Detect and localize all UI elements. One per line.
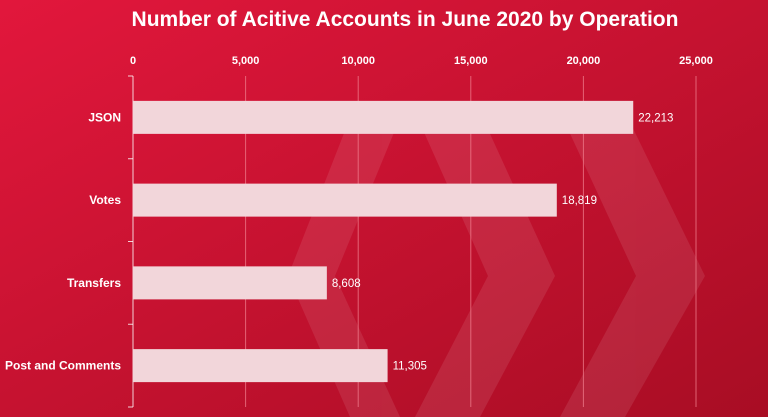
data-label: 11,305 [393, 361, 427, 373]
bar [133, 266, 327, 300]
bar [133, 183, 557, 217]
chart-title: Number of Acitive Accounts in June 2020 … [132, 8, 679, 31]
bar [133, 349, 388, 383]
category-label: Post and Comments [5, 359, 121, 373]
x-tick-label: 10,000 [341, 55, 375, 67]
data-label: 18,819 [562, 195, 597, 207]
category-labels: JSON Votes Transfers Post and Comments [5, 110, 121, 372]
x-axis-tick-labels: 0 5,000 10,000 15,000 20,000 25,000 [130, 55, 713, 67]
x-tick-label: 20,000 [567, 55, 601, 67]
value-labels: 22,213 18,819 8,608 11,305 [332, 112, 674, 372]
x-tick-label: 15,000 [454, 55, 488, 67]
category-label: Votes [89, 193, 121, 207]
x-tick-label: 25,000 [679, 55, 713, 67]
category-label: Transfers [67, 276, 121, 290]
data-label: 8,608 [332, 278, 361, 290]
category-label: JSON [88, 110, 121, 124]
x-tick-label: 5,000 [232, 55, 260, 67]
data-label: 22,213 [638, 112, 673, 124]
x-tick-label: 0 [130, 55, 136, 67]
bar [133, 100, 634, 134]
bars [133, 100, 634, 383]
